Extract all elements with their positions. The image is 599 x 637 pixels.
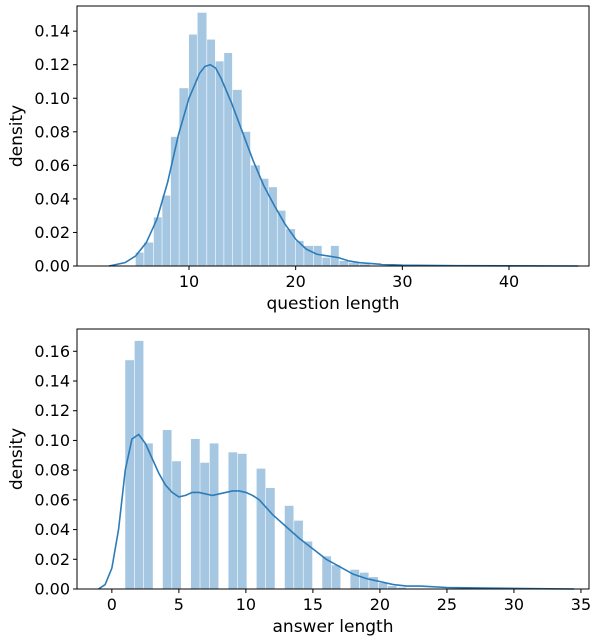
y-tick-label-5: 0.10 [34,431,70,450]
chart-answer-length: 0 5 10 15 20 25 30 35 0.000.020.040.060.080.100… [7,328,591,637]
histogram-bar-17 [286,229,296,266]
x-axis-label: answer length [273,617,394,637]
histogram-bar-12 [242,131,251,266]
histogram-bar-20 [313,245,322,266]
histogram-bar-7 [197,12,207,266]
x-tick-label-3: 40 [499,272,519,291]
y-tick-label-5: 0.10 [34,89,70,108]
histogram-bar-5 [179,88,189,266]
x-axis-ticks: 10 20 30 40 [179,266,519,291]
histogram-bar-13 [250,165,260,266]
histogram-bar-1 [134,340,144,589]
y-tick-label-2: 0.04 [34,189,70,208]
y-tick-label-4: 0.08 [34,122,70,141]
histogram-bar-9 [209,443,219,589]
histogram-bar-26 [369,577,378,589]
histogram-bar-19 [304,245,314,266]
y-tick-label-6: 0.12 [34,401,70,420]
histogram-bar-4 [170,136,179,266]
histogram-bar-8 [207,39,216,266]
histogram-bar-21 [322,556,332,589]
histogram-bar-15 [269,187,277,266]
histogram-bar-25 [359,264,370,266]
histogram-bar-18 [294,520,303,589]
histogram-bar-14 [256,468,266,589]
x-tick-label-4: 20 [370,595,390,614]
histogram-bar-29 [397,587,407,589]
histogram-bar-18 [295,240,304,266]
y-tick-label-7: 0.14 [34,372,70,391]
y-tick-label-6: 0.12 [34,55,70,74]
x-tick-label-2: 30 [392,272,412,291]
histogram-bar-12 [237,453,247,589]
histogram-bar-7 [190,438,200,589]
y-tick-label-0: 0.00 [34,580,70,599]
histogram-bar-14 [260,178,269,266]
y-axis-label: density [7,105,27,167]
y-tick-label-3: 0.06 [34,490,70,509]
histogram-bar-21 [322,257,331,266]
y-tick-label-4: 0.08 [34,461,70,480]
histogram-bar-19 [303,541,313,589]
histogram-bar-8 [200,462,210,589]
x-tick-label-5: 25 [437,595,457,614]
histogram-bar-22 [331,565,341,589]
histogram-bar-1 [144,242,154,266]
y-axis-ticks: 0.00 0.02 0.04 0.06 0.08 0.10 0.12 0.14 0.16 [34,342,77,599]
histogram-bar-25 [359,572,369,589]
histogram-bar-2 [144,443,153,589]
kde-curve [98,433,575,590]
histogram-bar-4 [162,430,172,589]
histogram-bar-15 [265,487,275,589]
y-tick-label-8: 0.16 [34,342,70,361]
histogram-bar-24 [350,569,360,589]
histogram-bar-5 [172,461,181,589]
x-axis-label: question length [266,294,399,314]
histogram-bar-22 [330,245,339,266]
histogram-bar-2 [153,217,162,266]
histogram-bars [135,12,370,267]
histogram-bar-10 [224,52,233,266]
chart-question-length: 10 20 30 40 0.00 0.02 0.04 0.06 0.08 0.10 0.12 0.1… [7,5,590,314]
y-axis-label: density [7,428,27,490]
x-tick-label-7: 35 [571,595,591,614]
histogram-bar-3 [162,195,171,266]
histogram-bar-0 [125,360,135,589]
y-tick-label-7: 0.14 [34,22,70,41]
histogram-bar-0 [135,252,144,266]
histogram-bars [125,340,407,589]
axes-frame [76,5,590,267]
histogram-bar-23 [339,260,349,266]
histogram-bar-9 [215,61,224,266]
x-tick-label-1: 20 [285,272,305,291]
y-tick-label-3: 0.06 [34,156,70,175]
histogram-bar-6 [189,34,197,266]
histogram-bar-16 [277,210,286,266]
histogram-bar-28 [387,586,397,589]
y-axis-ticks: 0.00 0.02 0.04 0.06 0.08 0.10 0.12 0.14 [34,22,77,276]
kde-curve [108,63,579,267]
x-tick-label-3: 15 [303,595,323,614]
x-axis-ticks: 0 5 10 15 20 25 30 35 [107,589,591,614]
y-tick-label-0: 0.00 [34,257,70,276]
x-tick-label-0: 10 [179,272,199,291]
histogram-bar-27 [378,583,388,589]
histogram-bar-11 [228,452,238,589]
x-tick-label-0: 0 [107,595,117,614]
x-tick-label-1: 5 [174,595,184,614]
axes-frame [76,328,590,590]
x-tick-label-6: 30 [504,595,524,614]
histogram-bar-24 [349,262,360,266]
y-tick-label-1: 0.02 [34,550,70,569]
histogram-bar-17 [284,505,294,589]
histogram-bar-11 [232,89,242,267]
y-tick-label-1: 0.02 [34,223,70,242]
y-tick-label-2: 0.04 [34,520,70,539]
x-tick-label-2: 10 [236,595,256,614]
